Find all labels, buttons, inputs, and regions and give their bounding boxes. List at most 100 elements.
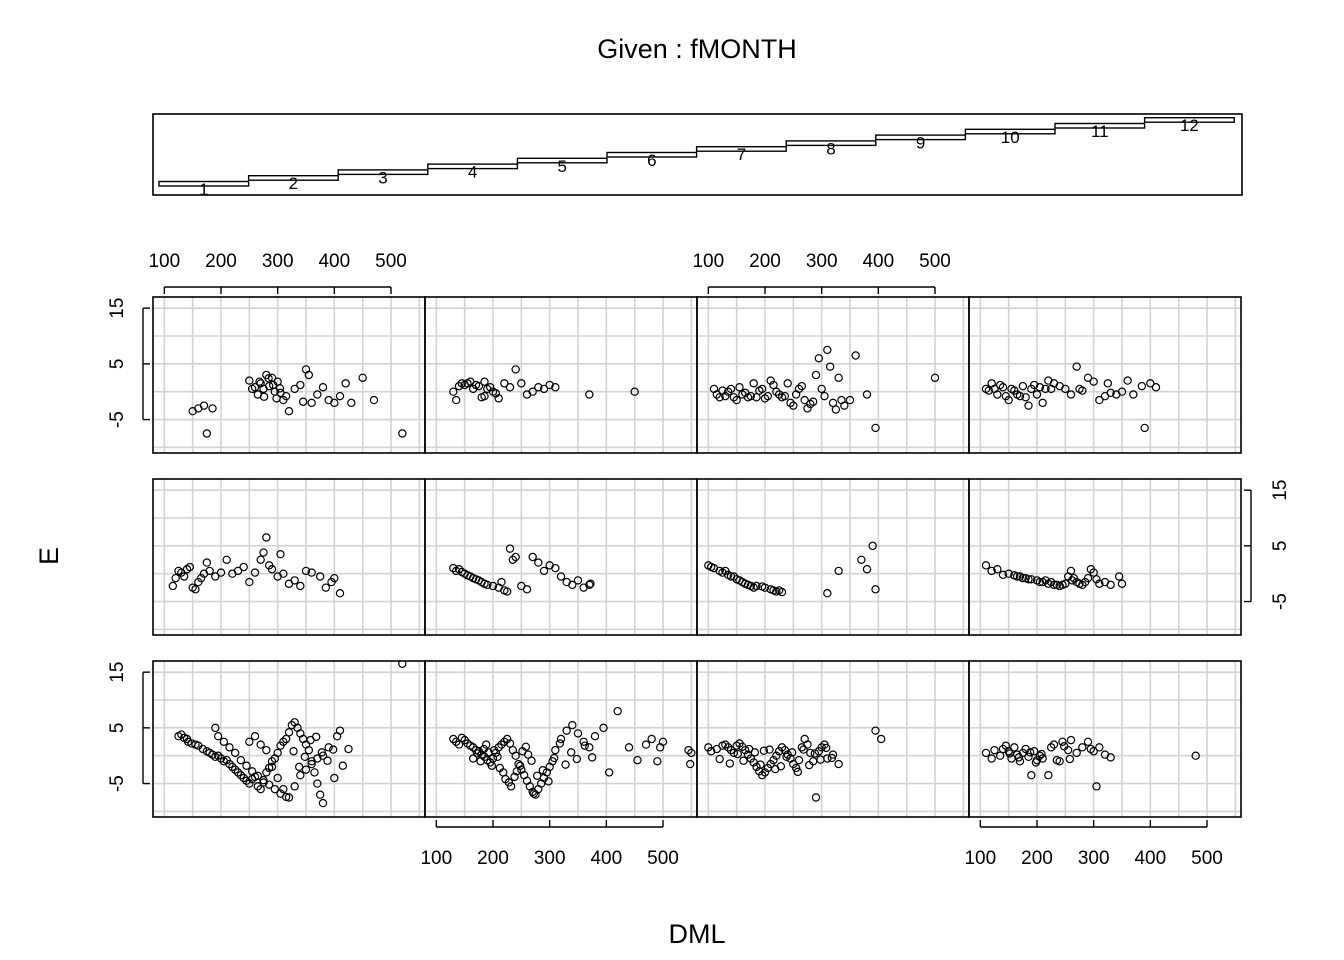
data-point	[1041, 384, 1050, 394]
data-point	[567, 748, 576, 757]
data-point	[185, 562, 195, 572]
data-point	[732, 395, 741, 405]
data-point	[1092, 782, 1101, 791]
data-point	[871, 585, 880, 594]
data-point	[1029, 747, 1039, 756]
data-point	[529, 789, 539, 798]
data-point	[817, 384, 826, 394]
data-point	[1010, 743, 1019, 752]
data-point	[472, 749, 482, 758]
data-point	[1029, 380, 1039, 390]
data-point	[772, 751, 781, 760]
data-point	[760, 583, 770, 592]
data-point	[630, 387, 639, 396]
data-point	[454, 565, 464, 574]
data-point	[981, 748, 991, 758]
data-point	[205, 566, 214, 576]
data-point	[539, 384, 549, 394]
data-point	[500, 379, 509, 388]
panel-month-3	[696, 660, 970, 818]
y-axis-left: -5 5 15	[107, 662, 150, 792]
x-tick-label: 200	[1021, 848, 1053, 869]
data-point	[335, 391, 345, 401]
data-point	[202, 558, 212, 567]
data-point	[539, 566, 549, 576]
data-point	[586, 579, 595, 588]
data-point	[1095, 395, 1104, 405]
given-panel: 1 2 3 4 5 6 7 8 9 10 11 12	[152, 113, 1243, 199]
data-point	[1027, 771, 1036, 780]
given-level-label: 6	[647, 151, 656, 170]
panel-content	[425, 479, 697, 635]
data-point	[279, 737, 288, 746]
data-point	[1095, 579, 1104, 588]
data-point	[817, 743, 826, 752]
data-point	[228, 762, 237, 772]
x-tick-label: 100	[692, 251, 724, 272]
scatter-panels	[152, 296, 1242, 818]
data-point	[729, 572, 739, 581]
data-point	[1114, 572, 1124, 581]
data-point	[449, 563, 458, 573]
data-point	[1018, 573, 1028, 583]
data-point	[834, 566, 843, 576]
data-point	[284, 407, 294, 416]
data-point	[534, 383, 543, 392]
data-point	[799, 745, 808, 754]
data-point	[318, 798, 328, 808]
panel-content	[969, 479, 1241, 635]
data-point	[267, 757, 277, 766]
data-point	[776, 762, 786, 771]
panel-content	[425, 661, 697, 817]
data-point	[279, 569, 288, 578]
data-point	[527, 756, 536, 765]
x-axis-title: DML	[668, 919, 725, 949]
x-tick-label: 100	[420, 848, 452, 869]
given-panel-frame	[152, 113, 1243, 196]
data-point	[268, 380, 278, 390]
x-axis-top: 100 200 300 400 500	[148, 251, 407, 294]
data-point	[981, 561, 991, 570]
data-point	[233, 566, 243, 576]
data-point	[276, 550, 285, 559]
data-point	[793, 767, 803, 777]
data-point	[528, 552, 537, 562]
data-point	[816, 755, 825, 764]
data-point	[1038, 754, 1047, 763]
panel-month-9	[152, 296, 426, 454]
data-point	[1035, 383, 1045, 392]
data-point	[307, 568, 316, 577]
data-point	[250, 383, 260, 392]
data-point	[993, 565, 1002, 574]
panel-month-2	[424, 660, 698, 818]
data-point	[568, 580, 577, 590]
data-point	[230, 748, 240, 758]
given-interval-10	[964, 128, 1056, 135]
data-point	[1083, 737, 1093, 746]
x-tick-label: 300	[262, 251, 294, 272]
data-point	[1066, 390, 1076, 399]
data-point	[256, 555, 265, 564]
data-point	[250, 568, 260, 577]
x-tick-label: 400	[318, 251, 350, 272]
data-point	[245, 779, 254, 788]
data-point	[245, 737, 254, 746]
data-point	[791, 763, 801, 773]
data-point	[330, 773, 339, 783]
y-tick-label: 15	[107, 298, 128, 319]
data-point	[307, 398, 316, 408]
panel-content	[425, 297, 697, 453]
panel-content	[697, 297, 969, 453]
data-point	[613, 706, 622, 716]
data-point	[1024, 575, 1033, 584]
data-point	[876, 734, 886, 744]
data-point	[208, 404, 217, 413]
panel-content	[153, 297, 425, 453]
data-point	[766, 376, 775, 385]
data-point	[1106, 388, 1115, 398]
data-point	[338, 761, 348, 770]
data-point	[834, 759, 843, 769]
data-point	[1146, 379, 1155, 388]
data-point	[213, 751, 223, 760]
